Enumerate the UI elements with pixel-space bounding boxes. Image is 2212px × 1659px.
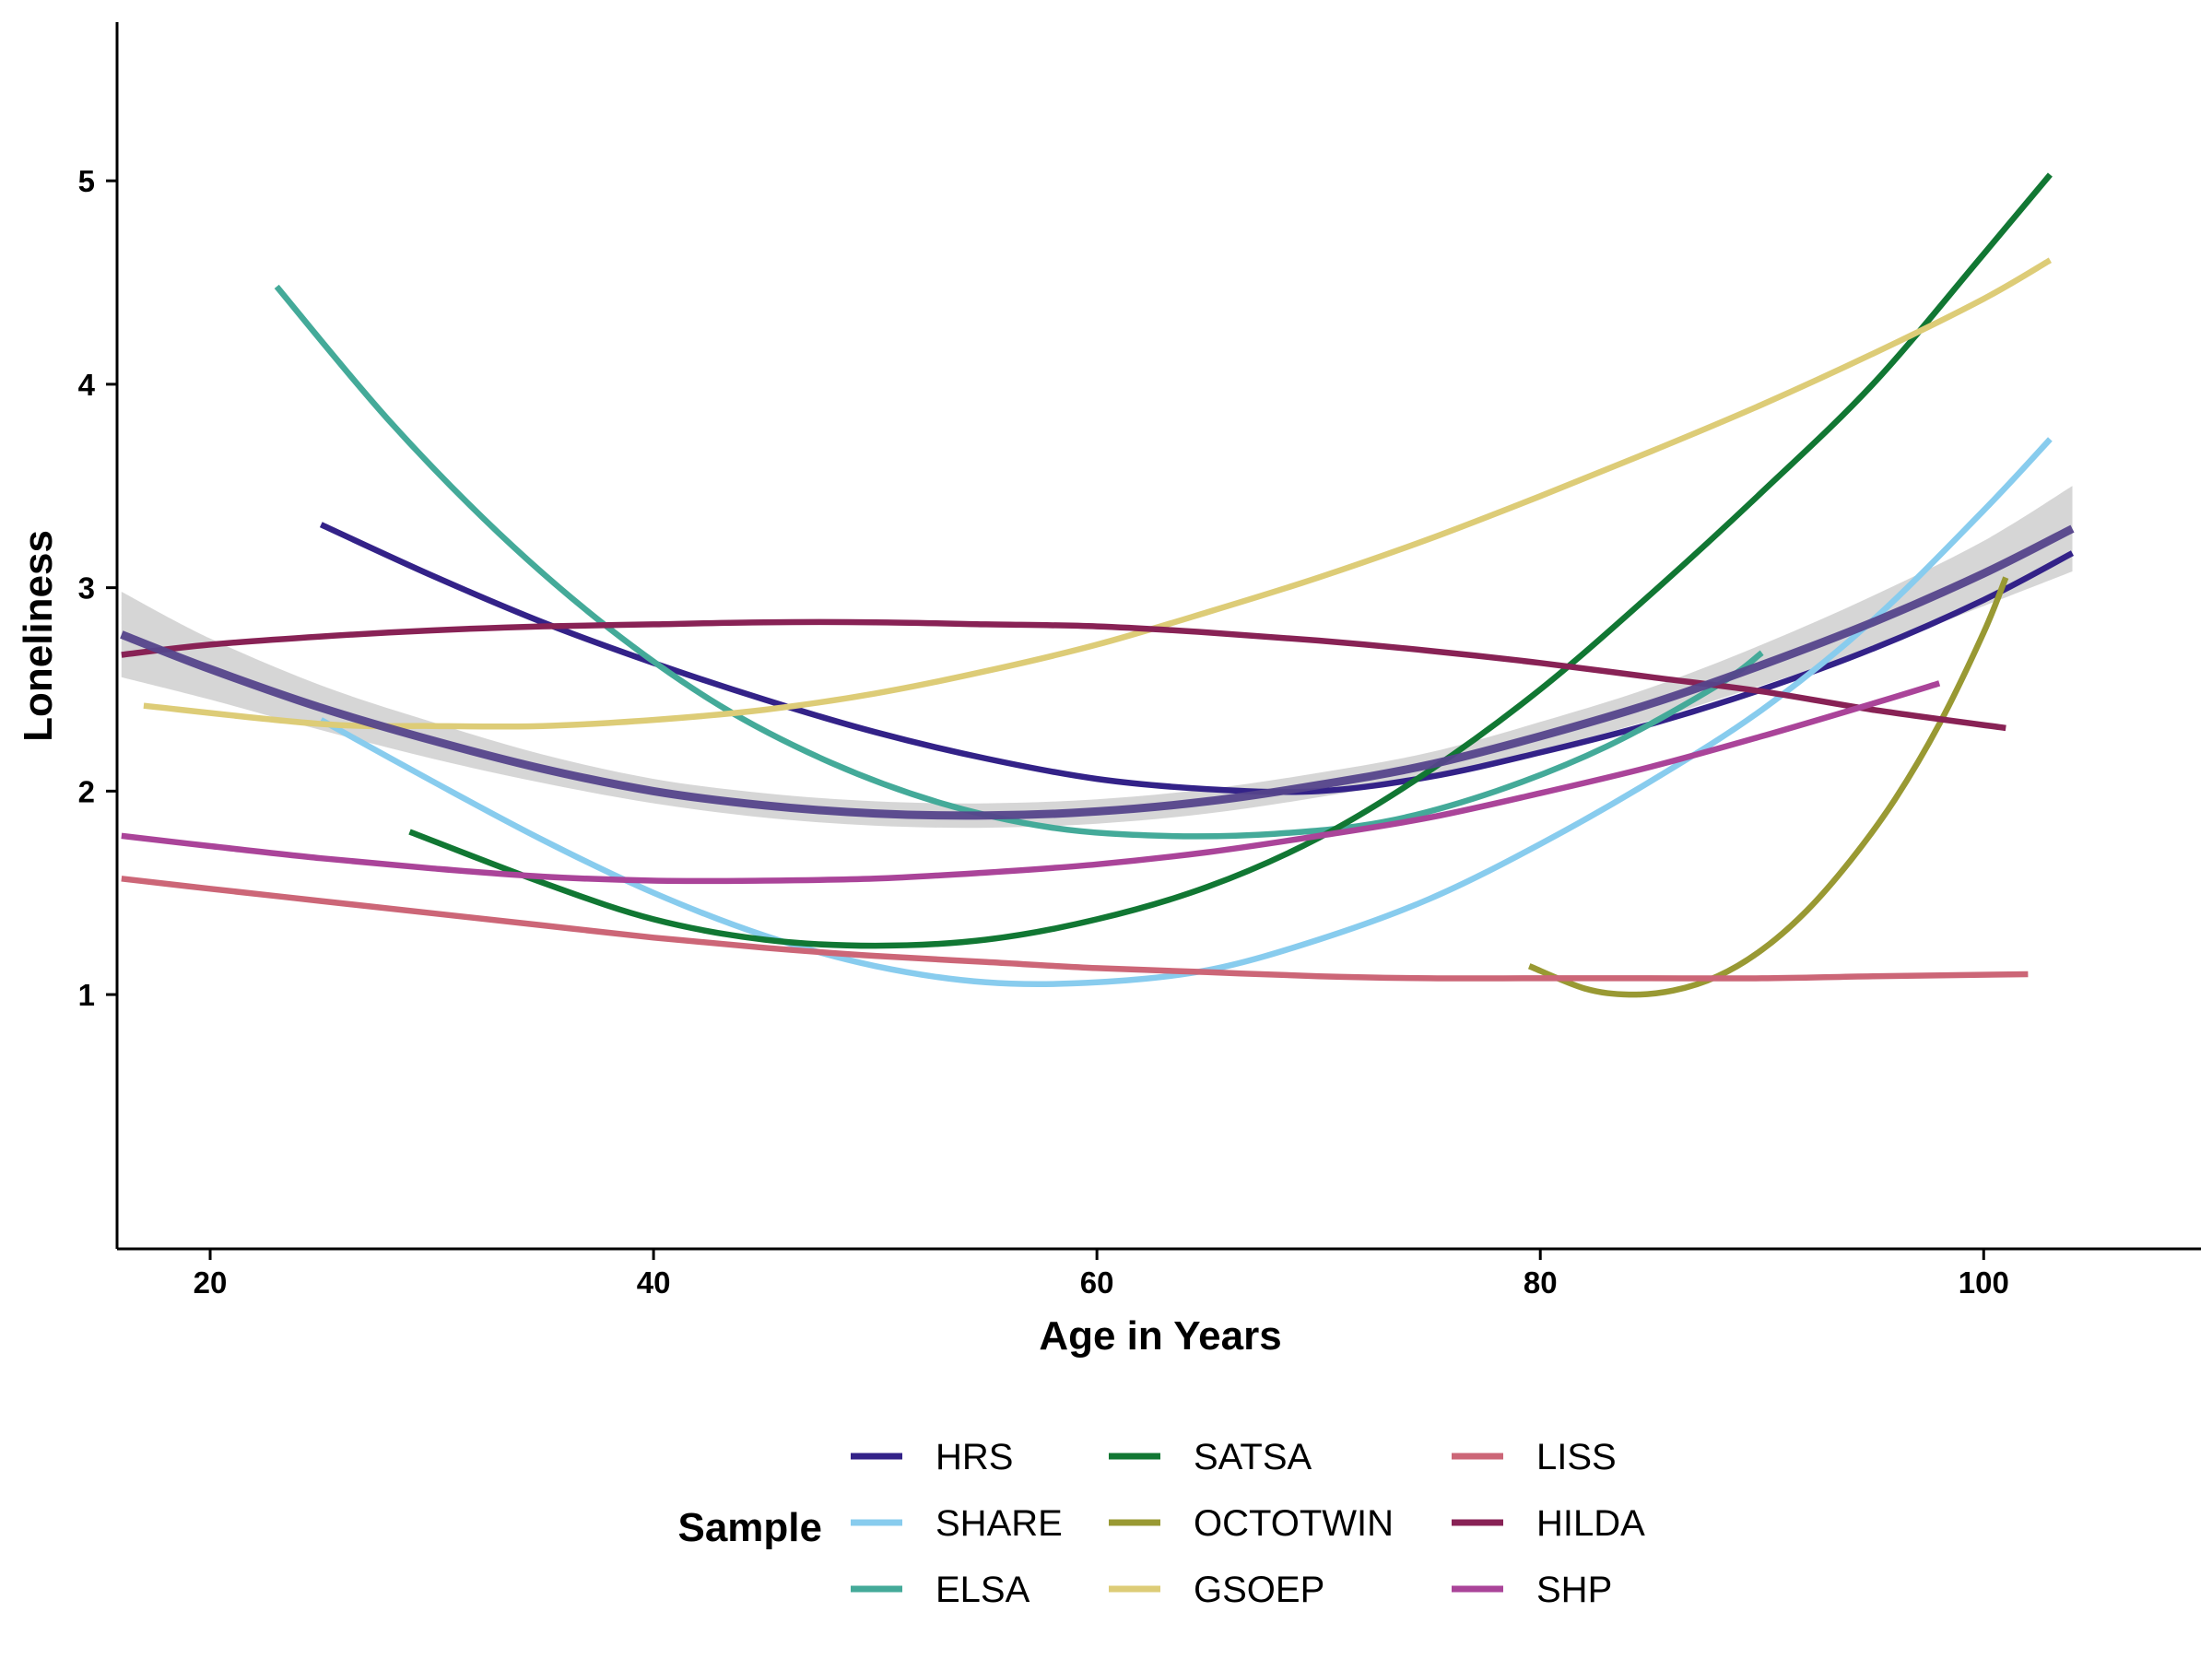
x-tick-label: 100	[1959, 1265, 2009, 1300]
x-tick-label: 20	[194, 1265, 228, 1300]
legend: Sample HRS SHARE ELSA SATSA OCTOTWIN GSOEP LIS…	[677, 1437, 1645, 1610]
legend-label-gsoep: GSOEP	[1194, 1570, 1324, 1610]
axes	[115, 22, 2201, 1251]
x-axis-title: Age in Years	[1039, 1313, 1281, 1359]
series-line-liss	[121, 876, 2029, 982]
legend-label-shp: SHP	[1536, 1570, 1612, 1610]
y-tick-label: 2	[78, 774, 95, 808]
legend-label-octotwin: OCTOTWIN	[1194, 1503, 1394, 1544]
y-tick-label: 5	[78, 164, 95, 198]
series-line-shp	[121, 680, 1941, 885]
series-line-hrs	[319, 522, 2075, 795]
legend-label-liss: LISS	[1536, 1437, 1617, 1477]
y-axis-title: Loneliness	[16, 530, 61, 742]
legend-label-satsa: SATSA	[1194, 1437, 1312, 1477]
x-tick-label: 80	[1524, 1265, 1558, 1300]
legend-label-hrs: HRS	[935, 1437, 1013, 1477]
series-line-elsa	[274, 284, 1764, 840]
x-tick-label: 60	[1080, 1265, 1114, 1300]
x-tick-label: 40	[637, 1265, 671, 1300]
series-line-satsa	[408, 172, 2053, 949]
series-line-octotwin	[1527, 576, 2009, 998]
ticks: 20 40 60 80 100 1 2 3 4 5	[78, 164, 2009, 1300]
legend-title: Sample	[677, 1505, 822, 1550]
series-layer	[121, 172, 2075, 998]
overall-trend-layer	[120, 524, 2075, 820]
legend-label-hilda: HILDA	[1536, 1503, 1645, 1544]
y-tick-label: 3	[78, 571, 95, 606]
y-tick-label: 1	[78, 978, 95, 1012]
legend-label-share: SHARE	[935, 1503, 1063, 1544]
y-tick-label: 4	[78, 368, 96, 402]
series-line-hilda	[121, 618, 2006, 732]
legend-label-elsa: ELSA	[935, 1570, 1030, 1610]
overall-trend-line	[120, 524, 2075, 820]
series-line-share	[319, 437, 2053, 988]
